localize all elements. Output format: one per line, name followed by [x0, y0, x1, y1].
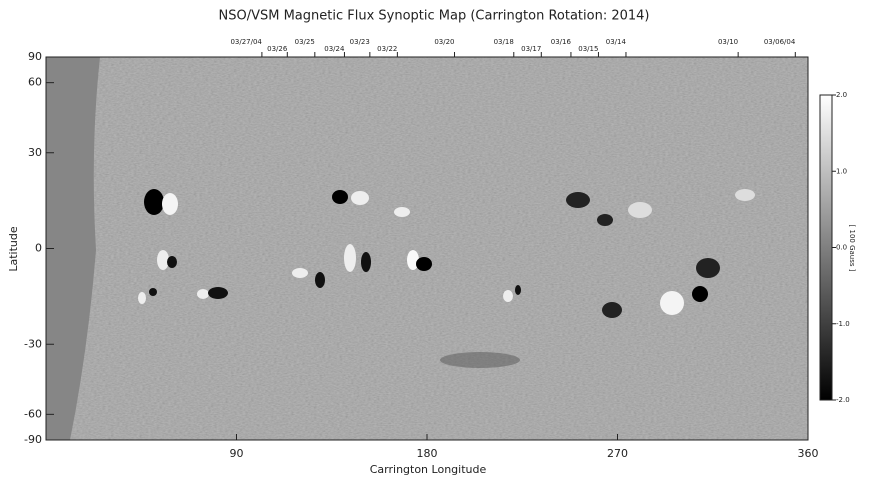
y-axis-label: Latitude	[7, 226, 20, 272]
map-overlay	[46, 57, 808, 440]
top-tick-label: 03/27/04	[230, 38, 262, 46]
map-area	[45, 56, 809, 441]
top-tick-label: 03/24	[324, 45, 345, 53]
top-tick-label: 03/22	[377, 45, 397, 53]
colorbar-label: [ 100 Gauss ]	[848, 225, 856, 272]
colorbar	[819, 94, 833, 401]
y-tick-label: 0	[35, 242, 42, 255]
top-tick-label: 03/10	[718, 38, 738, 46]
top-tick-label: 03/14	[606, 38, 627, 46]
top-tick-label: 03/23	[350, 38, 370, 46]
chart-title: NSO/VSM Magnetic Flux Synoptic Map (Carr…	[219, 9, 650, 24]
y-tick-label: -60	[24, 407, 42, 420]
x-tick-label: 270	[607, 447, 628, 460]
top-tick-label: 03/25	[295, 38, 315, 46]
colorbar-tick-label: -2.0	[836, 396, 850, 404]
top-tick-label: 03/26	[267, 45, 288, 53]
x-tick-label: 180	[417, 447, 438, 460]
x-tick-label: 90	[230, 447, 244, 460]
y-tick-label: -30	[24, 337, 42, 350]
colorbar-tick-label: 1.0	[836, 167, 847, 175]
active-regions	[138, 189, 755, 368]
top-tick-label: 03/17	[521, 45, 541, 53]
y-tick-label: 90	[28, 50, 42, 63]
colorbar-tick-label: 2.0	[836, 91, 847, 99]
top-tick-label: 03/20	[434, 38, 454, 46]
top-tick-label: 03/18	[494, 38, 514, 46]
top-tick-label: 03/15	[578, 45, 598, 53]
x-tick-label: 360	[798, 447, 819, 460]
top-tick-label: 03/16	[551, 38, 572, 46]
y-tick-label: -90	[24, 433, 42, 446]
colorbar-tick-label: -1.0	[836, 320, 850, 328]
map-blank-region	[46, 57, 100, 440]
top-tick-label: 03/06/04	[764, 38, 796, 46]
colorbar-tick-label: 0.0	[836, 244, 847, 252]
y-tick-label: 30	[28, 146, 42, 159]
x-axis-label: Carrington Longitude	[370, 463, 487, 476]
y-tick-label: 60	[28, 76, 42, 89]
